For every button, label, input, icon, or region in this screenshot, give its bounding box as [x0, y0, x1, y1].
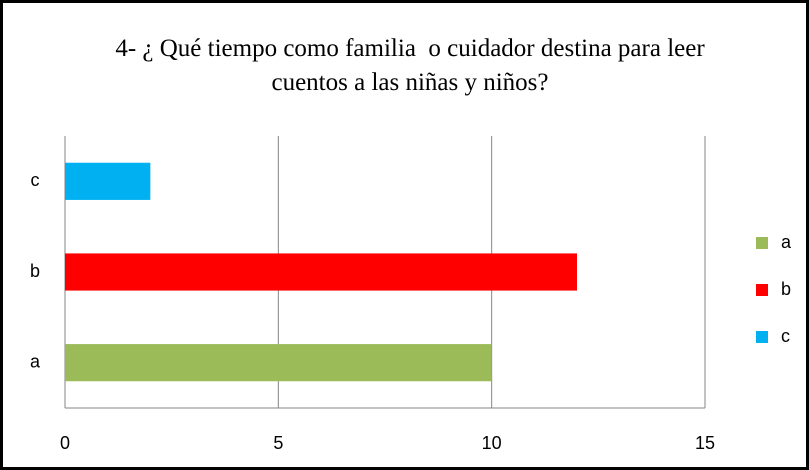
legend-label: b: [781, 279, 791, 299]
legend-swatch: [756, 237, 768, 249]
x-tick-label: 10: [482, 433, 502, 453]
y-tick-label: a: [30, 351, 41, 371]
legend-swatch: [756, 284, 768, 296]
x-tick-label: 15: [695, 433, 715, 453]
legend-swatch: [756, 331, 768, 343]
chart-title: 4- ¿ Qué tiempo como familia o cuidador …: [115, 35, 711, 96]
x-tick-label: 0: [60, 433, 70, 453]
y-tick-label: c: [31, 170, 40, 190]
bar: [65, 253, 577, 291]
y-tick-label: b: [30, 261, 40, 281]
bar: [65, 162, 151, 200]
legend-label: c: [781, 326, 790, 346]
legend-label: a: [781, 232, 792, 252]
x-tick-label: 5: [273, 433, 283, 453]
bar: [65, 344, 492, 382]
